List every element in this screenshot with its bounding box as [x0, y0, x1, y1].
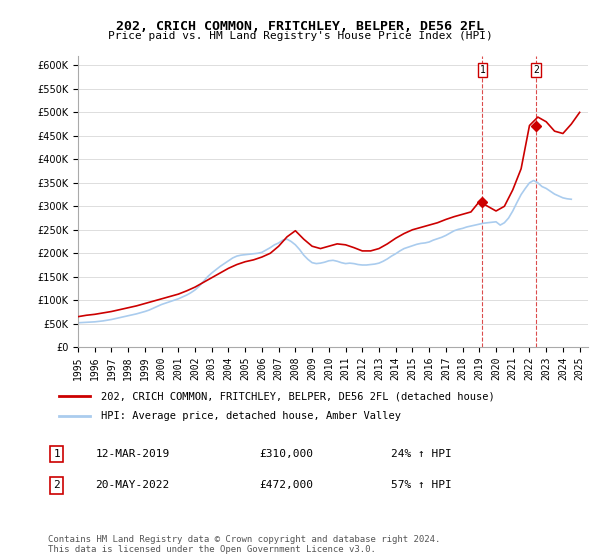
Text: 57% ↑ HPI: 57% ↑ HPI	[391, 480, 452, 491]
Text: Price paid vs. HM Land Registry's House Price Index (HPI): Price paid vs. HM Land Registry's House …	[107, 31, 493, 41]
Text: Contains HM Land Registry data © Crown copyright and database right 2024.
This d: Contains HM Land Registry data © Crown c…	[48, 535, 440, 554]
Text: 12-MAR-2019: 12-MAR-2019	[95, 449, 170, 459]
Text: 2: 2	[533, 65, 539, 74]
Text: 1: 1	[53, 449, 60, 459]
Text: £310,000: £310,000	[259, 449, 313, 459]
Text: 20-MAY-2022: 20-MAY-2022	[95, 480, 170, 491]
Text: 202, CRICH COMMON, FRITCHLEY, BELPER, DE56 2FL (detached house): 202, CRICH COMMON, FRITCHLEY, BELPER, DE…	[101, 391, 494, 401]
Text: £472,000: £472,000	[259, 480, 313, 491]
Text: 2: 2	[53, 480, 60, 491]
Text: 202, CRICH COMMON, FRITCHLEY, BELPER, DE56 2FL: 202, CRICH COMMON, FRITCHLEY, BELPER, DE…	[116, 20, 484, 32]
Text: 24% ↑ HPI: 24% ↑ HPI	[391, 449, 452, 459]
Text: 1: 1	[479, 65, 485, 74]
Text: HPI: Average price, detached house, Amber Valley: HPI: Average price, detached house, Ambe…	[101, 411, 401, 421]
